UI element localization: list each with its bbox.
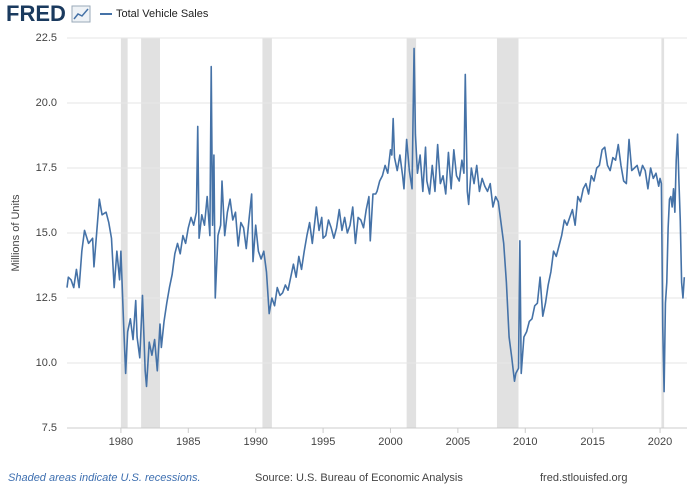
y-tick-label: 10.0 [36,357,57,369]
y-tick-label: 20.0 [36,97,57,109]
y-tick-label: 7.5 [42,422,57,434]
x-tick-label: 2005 [446,436,470,448]
source: Source: U.S. Bureau of Economic Analysis [255,472,463,484]
x-tick-label: 2010 [513,436,537,448]
y-tick-label: 12.5 [36,292,57,304]
x-tick-label: 2020 [648,436,672,448]
logo-icon [71,5,91,23]
x-tick-label: 1980 [109,436,133,448]
site: fred.stlouisfed.org [540,472,627,484]
brand-logo: FRED [6,1,66,26]
x-tick-label: 1985 [176,436,200,448]
y-tick-label: 17.5 [36,162,57,174]
x-tick-label: 2000 [378,436,402,448]
y-axis-label: Millions of Units [10,194,22,272]
x-tick-label: 2015 [580,436,604,448]
recession-note: Shaded areas indicate U.S. recessions. [8,472,201,484]
y-tick-label: 22.5 [36,32,57,44]
y-tick-label: 15.0 [36,227,57,239]
series-line [66,47,686,393]
x-tick-label: 1990 [243,436,267,448]
legend-label: Total Vehicle Sales [116,8,209,20]
x-tick-label: 1995 [311,436,335,448]
